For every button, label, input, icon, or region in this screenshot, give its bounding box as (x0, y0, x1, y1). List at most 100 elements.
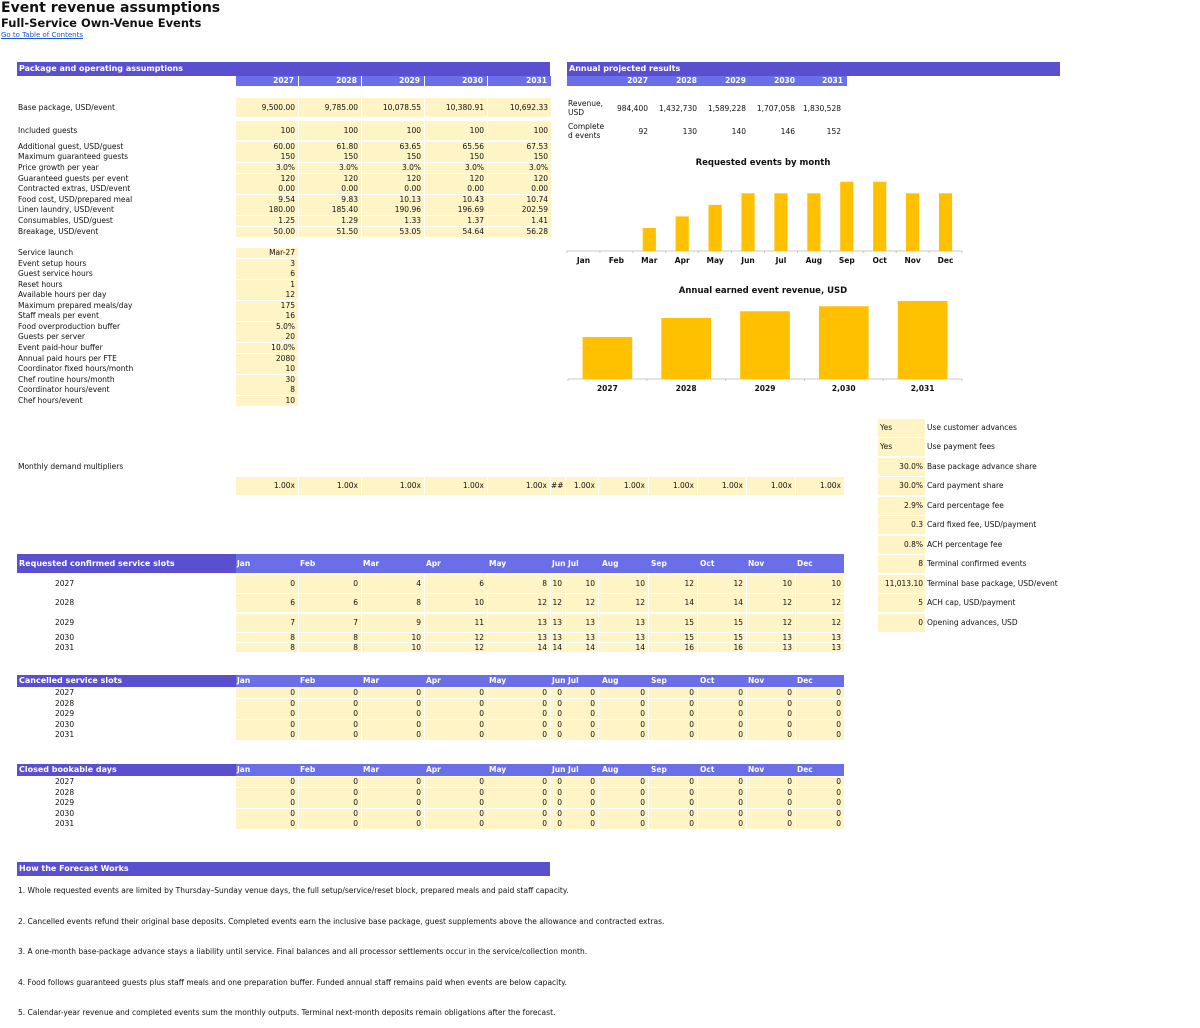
monthly-input-cell[interactable]: 0 (649, 798, 697, 808)
monthly-input-cell[interactable]: 7 (236, 614, 298, 632)
monthly-input-cell[interactable]: 0 (649, 688, 697, 698)
side-setting-input[interactable]: 0 (878, 613, 925, 632)
monthly-input-cell[interactable]: 12 (698, 575, 746, 593)
monthly-input-cell[interactable]: 0 (236, 688, 298, 698)
monthly-input-cell[interactable]: 0 (796, 698, 844, 709)
assumption-input-cell[interactable]: 202.59 (488, 205, 551, 215)
monthly-input-cell[interactable]: 0 (551, 719, 565, 730)
assumption-input-cell[interactable]: 1.29 (299, 216, 361, 226)
monthly-input-cell[interactable]: 0 (488, 819, 550, 829)
monthly-input-cell[interactable]: 8 (236, 643, 298, 652)
monthly-input-cell[interactable]: 0 (488, 798, 550, 808)
monthly-input-cell[interactable]: 0 (796, 808, 844, 819)
monthly-input-cell[interactable]: 0 (362, 688, 424, 698)
monthly-input-cell[interactable]: 12 (649, 575, 697, 593)
assumption-input-cell[interactable]: 120 (488, 174, 551, 184)
monthly-input-cell[interactable]: 0 (796, 719, 844, 730)
monthly-input-cell[interactable]: 0 (649, 719, 697, 730)
assumption-input-cell[interactable]: 100 (299, 121, 361, 140)
monthly-input-cell[interactable]: 12 (747, 614, 795, 632)
monthly-input-cell[interactable]: 0 (236, 819, 298, 829)
monthly-input-cell[interactable]: 0 (362, 819, 424, 829)
assumption-input-cell[interactable]: 120 (362, 174, 424, 184)
monthly-input-cell[interactable]: 13 (551, 633, 565, 642)
assumption-input-cell[interactable]: 65.56 (425, 142, 487, 152)
multiplier-input-cell[interactable]: 1.00x (362, 477, 424, 495)
monthly-input-cell[interactable]: 0 (698, 777, 746, 787)
monthly-input-cell[interactable]: 0 (299, 688, 361, 698)
monthly-input-cell[interactable]: 0 (362, 719, 424, 730)
monthly-input-cell[interactable]: 10 (362, 633, 424, 642)
assumption-input-cell[interactable]: 3.0% (425, 163, 487, 173)
monthly-input-cell[interactable]: 0 (566, 730, 598, 740)
assumption-input-cell[interactable]: 0.00 (425, 184, 487, 194)
assumption-input-cell[interactable]: 3.0% (362, 163, 424, 173)
assumption-input-cell[interactable]: 0.00 (362, 184, 424, 194)
monthly-input-cell[interactable]: 15 (698, 614, 746, 632)
monthly-input-cell[interactable]: 0 (362, 808, 424, 819)
monthly-input-cell[interactable]: 12 (551, 594, 565, 612)
assumption-input-cell[interactable]: 1.41 (488, 216, 551, 226)
assumption-input-cell[interactable]: 185.40 (299, 205, 361, 215)
assumption-input-cell[interactable]: 9,500.00 (236, 98, 298, 117)
monthly-input-cell[interactable]: 13 (566, 614, 598, 632)
monthly-input-cell[interactable]: 0 (747, 730, 795, 740)
assumption-input-cell[interactable]: 67.53 (488, 142, 551, 152)
monthly-input-cell[interactable]: 0 (299, 798, 361, 808)
monthly-input-cell[interactable]: 0 (566, 787, 598, 798)
assumption-input-cell[interactable]: 51.50 (299, 227, 361, 237)
monthly-input-cell[interactable]: 0 (236, 575, 298, 593)
multiplier-input-cell[interactable]: 1.00x (299, 477, 361, 495)
assumption-input-cell[interactable]: 9.83 (299, 195, 361, 205)
side-setting-input[interactable]: 30.0% (878, 457, 925, 476)
monthly-input-cell[interactable]: 14 (566, 643, 598, 652)
setting-input-cell[interactable]: 16 (236, 311, 298, 322)
assumption-input-cell[interactable]: 9.54 (236, 195, 298, 205)
monthly-input-cell[interactable]: 0 (362, 709, 424, 719)
monthly-input-cell[interactable]: 10 (551, 575, 565, 593)
monthly-input-cell[interactable]: 0 (747, 698, 795, 709)
monthly-input-cell[interactable]: 0 (236, 777, 298, 787)
monthly-input-cell[interactable]: 16 (649, 643, 697, 652)
side-setting-input[interactable]: 0.8% (878, 535, 925, 554)
assumption-input-cell[interactable]: 190.96 (362, 205, 424, 215)
setting-input-cell[interactable]: 20 (236, 332, 298, 343)
side-setting-input[interactable]: 5 (878, 594, 925, 613)
side-setting-input[interactable]: 30.0% (878, 477, 925, 496)
monthly-input-cell[interactable]: 8 (488, 575, 550, 593)
monthly-input-cell[interactable]: 13 (796, 643, 844, 652)
monthly-input-cell[interactable]: 14 (551, 643, 565, 652)
assumption-input-cell[interactable]: 120 (299, 174, 361, 184)
monthly-input-cell[interactable]: 0 (698, 688, 746, 698)
assumption-input-cell[interactable]: 150 (488, 152, 551, 162)
monthly-input-cell[interactable]: 0 (698, 698, 746, 709)
monthly-input-cell[interactable]: 0 (551, 787, 565, 798)
multiplier-input-cell[interactable]: 1.00x (425, 477, 487, 495)
monthly-input-cell[interactable]: 0 (299, 819, 361, 829)
monthly-input-cell[interactable]: 0 (599, 808, 648, 819)
monthly-input-cell[interactable]: 0 (551, 808, 565, 819)
setting-input-cell[interactable]: 30 (236, 374, 298, 385)
monthly-input-cell[interactable]: 0 (599, 798, 648, 808)
monthly-input-cell[interactable]: 0 (747, 819, 795, 829)
assumption-input-cell[interactable]: 3.0% (488, 163, 551, 173)
monthly-input-cell[interactable]: 0 (649, 787, 697, 798)
monthly-input-cell[interactable]: 11 (425, 614, 487, 632)
monthly-input-cell[interactable]: 0 (747, 808, 795, 819)
monthly-input-cell[interactable]: 0 (747, 777, 795, 787)
assumption-input-cell[interactable]: 0.00 (236, 184, 298, 194)
monthly-input-cell[interactable]: 0 (796, 688, 844, 698)
monthly-input-cell[interactable]: 0 (566, 719, 598, 730)
monthly-input-cell[interactable]: 0 (425, 698, 487, 709)
monthly-input-cell[interactable]: 0 (551, 698, 565, 709)
monthly-input-cell[interactable]: 0 (698, 709, 746, 719)
monthly-input-cell[interactable]: 0 (747, 709, 795, 719)
monthly-input-cell[interactable]: 0 (236, 730, 298, 740)
monthly-input-cell[interactable]: 13 (796, 633, 844, 642)
monthly-input-cell[interactable]: 0 (236, 698, 298, 709)
monthly-input-cell[interactable]: 0 (796, 730, 844, 740)
monthly-input-cell[interactable]: 0 (425, 777, 487, 787)
monthly-input-cell[interactable]: 0 (599, 787, 648, 798)
monthly-input-cell[interactable]: 0 (566, 798, 598, 808)
side-setting-input[interactable]: 2.9% (878, 496, 925, 515)
